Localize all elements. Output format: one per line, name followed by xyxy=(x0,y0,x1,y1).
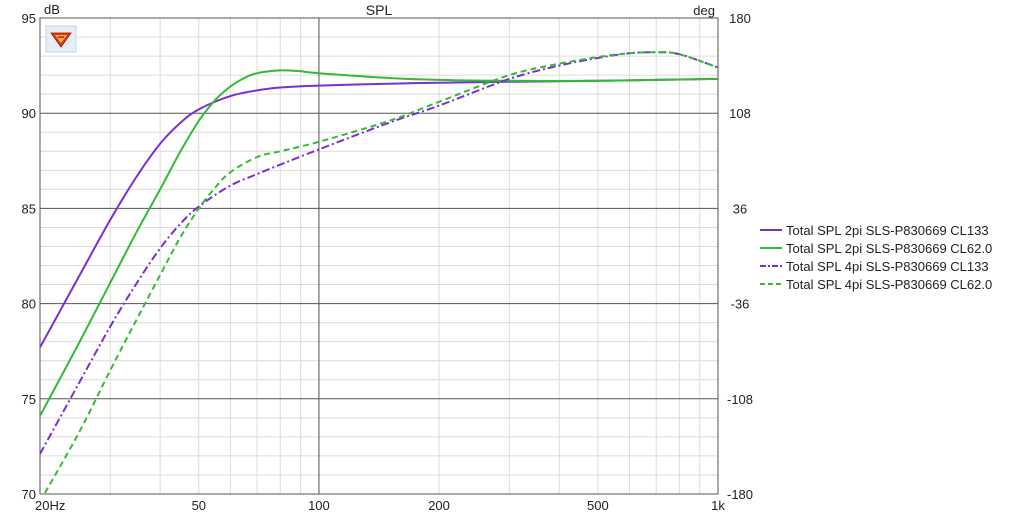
x-tick-label: 100 xyxy=(308,498,330,512)
legend-label: Total SPL 4pi SLS-P830669 CL62.0 xyxy=(786,277,992,292)
y-tick-label: 80 xyxy=(22,297,36,312)
y-right-tick-label: 180 xyxy=(729,11,751,26)
series-layer xyxy=(40,51,718,494)
chart-title: SPL xyxy=(366,2,393,18)
y-right-tick-label: 108 xyxy=(729,106,751,121)
x-tick-label: 20Hz xyxy=(35,498,65,512)
x-tick-label: 200 xyxy=(428,498,450,512)
y-tick-label: 95 xyxy=(22,11,36,26)
y-tick-label: 75 xyxy=(22,392,36,407)
x-tick-label: 50 xyxy=(192,498,206,512)
y-right-tick-label: -36 xyxy=(731,297,750,312)
y-right-axis-ticks: 180 108 36 -36 -108 -180 xyxy=(727,11,753,502)
legend: Total SPL 2pi SLS-P830669 CL133 Total SPL… xyxy=(760,223,992,292)
left-axis-unit: dB xyxy=(44,2,60,17)
y-right-tick-label: 36 xyxy=(733,201,747,216)
series-line-3 xyxy=(40,51,718,455)
y-tick-label: 85 xyxy=(22,201,36,216)
series-line-2 xyxy=(40,69,718,417)
series-line-4 xyxy=(43,51,718,494)
legend-label: Total SPL 4pi SLS-P830669 CL133 xyxy=(786,259,989,274)
legend-label: Total SPL 2pi SLS-P830669 CL62.0 xyxy=(786,241,992,256)
y-axis-ticks: 95 90 85 80 75 70 xyxy=(22,11,36,502)
plot-frame xyxy=(39,17,719,495)
right-axis-unit: deg xyxy=(693,3,715,18)
y-right-tick-label: -180 xyxy=(727,487,753,502)
y-tick-label: 90 xyxy=(22,106,36,121)
x-tick-label: 500 xyxy=(587,498,609,512)
legend-label: Total SPL 2pi SLS-P830669 CL133 xyxy=(786,223,989,238)
minor-grid xyxy=(40,18,718,494)
plot-background xyxy=(40,18,718,494)
brand-logo-icon xyxy=(45,25,77,53)
y-right-tick-label: -108 xyxy=(727,392,753,407)
x-axis-ticks: 20Hz 50 100 200 500 1k xyxy=(35,498,725,512)
x-tick-label: 1k xyxy=(711,498,725,512)
y-tick-label: 70 xyxy=(22,487,36,502)
major-grid xyxy=(40,18,718,494)
